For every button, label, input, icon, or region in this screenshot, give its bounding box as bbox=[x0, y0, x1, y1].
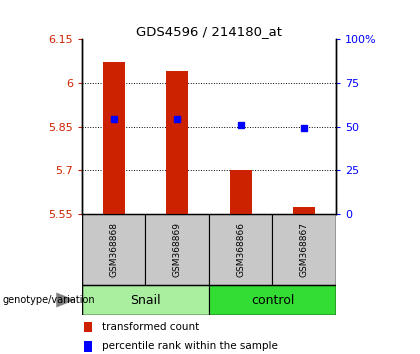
Bar bbox=[293, 207, 315, 214]
Polygon shape bbox=[56, 292, 75, 308]
Text: GSM368869: GSM368869 bbox=[173, 222, 182, 277]
Text: GSM368867: GSM368867 bbox=[300, 222, 309, 277]
Text: GSM368868: GSM368868 bbox=[109, 222, 118, 277]
Text: transformed count: transformed count bbox=[102, 322, 200, 332]
Bar bbox=[209, 285, 336, 315]
Text: control: control bbox=[251, 293, 294, 307]
Bar bbox=[82, 214, 145, 285]
Bar bbox=[102, 62, 125, 214]
Bar bbox=[273, 214, 336, 285]
Title: GDS4596 / 214180_at: GDS4596 / 214180_at bbox=[136, 25, 282, 38]
Bar bbox=[145, 214, 209, 285]
Bar bbox=[84, 341, 92, 352]
Bar bbox=[166, 71, 188, 214]
Bar bbox=[230, 170, 252, 214]
Bar bbox=[209, 214, 273, 285]
Text: Snail: Snail bbox=[130, 293, 161, 307]
Text: GSM368866: GSM368866 bbox=[236, 222, 245, 277]
Bar bbox=[84, 321, 92, 332]
Bar bbox=[82, 285, 209, 315]
Text: genotype/variation: genotype/variation bbox=[2, 295, 95, 305]
Text: percentile rank within the sample: percentile rank within the sample bbox=[102, 341, 278, 352]
